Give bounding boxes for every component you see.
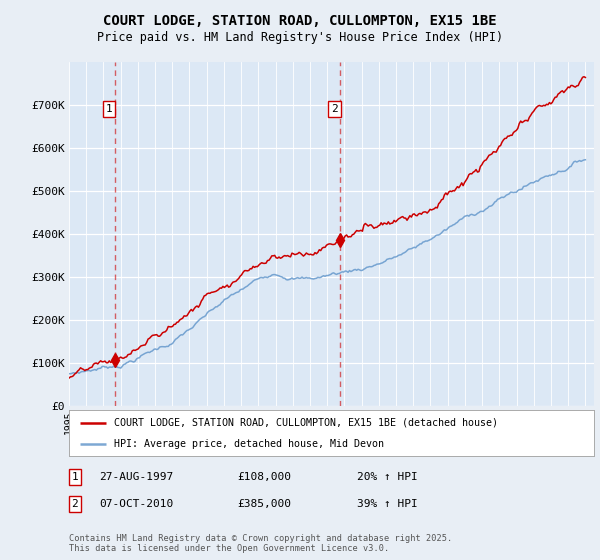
- Text: 20% ↑ HPI: 20% ↑ HPI: [357, 472, 418, 482]
- Text: 27-AUG-1997: 27-AUG-1997: [99, 472, 173, 482]
- Text: 39% ↑ HPI: 39% ↑ HPI: [357, 499, 418, 509]
- Text: COURT LODGE, STATION ROAD, CULLOMPTON, EX15 1BE (detached house): COURT LODGE, STATION ROAD, CULLOMPTON, E…: [113, 418, 497, 428]
- Text: 07-OCT-2010: 07-OCT-2010: [99, 499, 173, 509]
- Text: Contains HM Land Registry data © Crown copyright and database right 2025.
This d: Contains HM Land Registry data © Crown c…: [69, 534, 452, 553]
- Text: 2: 2: [71, 499, 79, 509]
- Text: 1: 1: [71, 472, 79, 482]
- Text: £385,000: £385,000: [237, 499, 291, 509]
- Text: 1: 1: [105, 104, 112, 114]
- Text: Price paid vs. HM Land Registry's House Price Index (HPI): Price paid vs. HM Land Registry's House …: [97, 31, 503, 44]
- Text: COURT LODGE, STATION ROAD, CULLOMPTON, EX15 1BE: COURT LODGE, STATION ROAD, CULLOMPTON, E…: [103, 14, 497, 28]
- Text: 2: 2: [331, 104, 338, 114]
- Text: £108,000: £108,000: [237, 472, 291, 482]
- Text: HPI: Average price, detached house, Mid Devon: HPI: Average price, detached house, Mid …: [113, 439, 383, 449]
